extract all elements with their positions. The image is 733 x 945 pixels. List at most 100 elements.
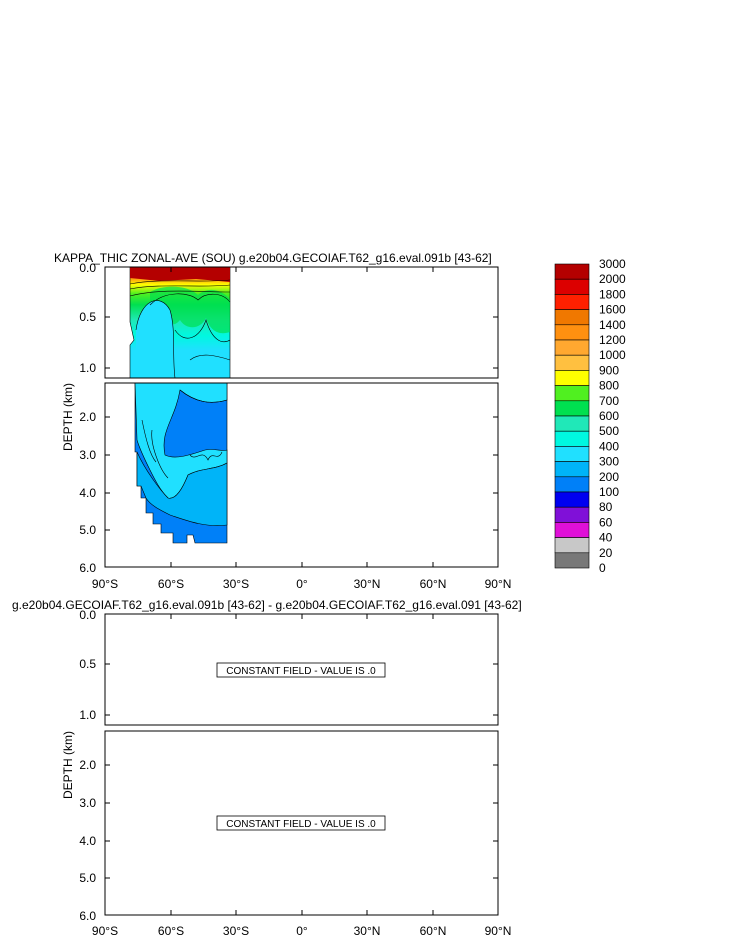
chart-1-ytick-label: 0.5 (79, 310, 96, 324)
chart-1: KAPPA_THIC ZONAL-AVE (SOU) g.e20b04.GECO… (54, 251, 626, 591)
colorbar-swatch (554, 461, 590, 478)
colorbar-swatch (554, 370, 590, 386)
chart-1-title: KAPPA_THIC ZONAL-AVE (SOU) g.e20b04.GECO… (54, 251, 492, 265)
colorbar-swatch (554, 400, 590, 417)
chart-2-ytick-label: 6.0 (79, 909, 96, 923)
colorbar-level-label: 20 (599, 546, 613, 560)
colorbar-level-label: 3000 (599, 257, 626, 271)
chart-2-annotation-lower: CONSTANT FIELD - VALUE IS .0 (216, 815, 386, 831)
colorbar-level-label: 400 (599, 439, 619, 453)
chart-1-upper-dark-band (130, 267, 230, 282)
chart-1-ylabel: DEPTH (km) (61, 383, 75, 451)
colorbar-level-label: 60 (599, 515, 613, 529)
chart-1-upper-contours (129, 279, 231, 378)
chart-2-ytick-label: 5.0 (79, 871, 96, 885)
chart-2-ytick-label: 2.0 (79, 758, 96, 772)
colorbar-level-label: 700 (599, 394, 619, 408)
colorbar-swatch (554, 491, 590, 508)
chart-2-xtick-label: 90°N (485, 924, 512, 938)
chart-2-xticks (104, 614, 499, 915)
chart-2-lower-frame (104, 730, 499, 916)
colorbar-swatch (554, 446, 590, 462)
chart-2-annotation-box (216, 815, 386, 831)
colorbar-swatch (554, 506, 590, 523)
colorbar-swatch (554, 476, 590, 493)
colorbar-level-label: 1000 (599, 348, 626, 362)
chart-1-lower-lightblue (136, 451, 228, 526)
chart-2-title: g.e20b04.GECOIAF.T62_g16.eval.091b [43-6… (12, 598, 522, 612)
colorbar-swatch (554, 324, 590, 341)
chart-1-xtick-label: 0° (296, 577, 308, 591)
chart-1-ytick-label: 4.0 (79, 486, 96, 500)
chart-1-ytick-label: 6.0 (79, 561, 96, 575)
chart-1-ytick-label: 0.0 (79, 261, 96, 275)
chart-2-annotation-text: CONSTANT FIELD - VALUE IS .0 (226, 666, 376, 677)
colorbar-level-label: 300 (599, 455, 619, 469)
chart-2-annotation-box (216, 662, 386, 678)
colorbar-swatch (554, 339, 590, 356)
chart-1-xtick-label: 60°S (158, 577, 184, 591)
chart-2-ytick-label: 1.0 (79, 708, 96, 722)
chart-1-xtick-label: 90°N (485, 577, 512, 591)
chart-1-xtick-label: 30°N (354, 577, 381, 591)
chart-1-x-axis: 90°S 60°S 30°S 0° 30°N 60°N 90°N (92, 267, 511, 591)
chart-1-xtick-label: 90°S (92, 577, 118, 591)
colorbar-level-label: 80 (599, 500, 613, 514)
colorbar-level-label: 900 (599, 363, 619, 377)
chart-2-ytick-label: 3.0 (79, 796, 96, 810)
colorbar-level-label: 1200 (599, 333, 626, 347)
chart-1-y-axis-upper: 0.0 0.5 1.0 (79, 261, 498, 375)
colorbar-level-label: 2000 (599, 272, 626, 286)
chart-1-xticks (104, 267, 499, 567)
chart-2-xtick-label: 90°S (92, 924, 118, 938)
chart-1-ytick-label: 2.0 (79, 410, 96, 424)
chart-2-yticks-lower (105, 764, 498, 879)
colorbar-swatch (554, 294, 590, 310)
chart-2-xtick-label: 0° (296, 924, 308, 938)
chart-1-field-upper (129, 267, 231, 378)
colorbar-level-label: 500 (599, 424, 619, 438)
colorbar-level-label: 800 (599, 379, 619, 393)
colorbar-swatch (554, 415, 590, 432)
chart-2-xtick-label: 30°S (223, 924, 249, 938)
chart-2-xtick-label: 60°N (420, 924, 447, 938)
colorbar-level-label: 1600 (599, 303, 626, 317)
chart-2-ylabel: DEPTH (km) (61, 731, 75, 799)
colorbar-swatch (554, 278, 590, 295)
chart-1-field-lower (134, 383, 228, 544)
colorbar-level-label: 200 (599, 470, 619, 484)
chart-2-ytick-label: 0.0 (79, 608, 96, 622)
chart-2-xtick-label: 30°N (354, 924, 381, 938)
colorbar: 3000200018001600140012001000900800700600… (554, 257, 626, 575)
chart-1-ytick-label: 5.0 (79, 523, 96, 537)
colorbar-swatch (554, 263, 590, 280)
chart-1-yticks-lower (105, 416, 498, 531)
chart-1-ytick-label: 3.0 (79, 448, 96, 462)
colorbar-swatch (554, 430, 590, 447)
colorbar-swatch (554, 552, 590, 569)
colorbar-swatch (554, 385, 590, 402)
chart-1-xtick-label: 60°N (420, 577, 447, 591)
colorbar-swatch (554, 522, 590, 538)
colorbar-level-label: 1400 (599, 318, 626, 332)
colorbar-swatch (554, 537, 590, 554)
chart-2: g.e20b04.GECOIAF.T62_g16.eval.091b [43-6… (12, 598, 522, 938)
chart-2-ytick-label: 4.0 (79, 834, 96, 848)
chart-2-xtick-label: 60°S (158, 924, 184, 938)
chart-2-annotation-upper: CONSTANT FIELD - VALUE IS .0 (216, 662, 386, 678)
colorbar-swatch (554, 309, 590, 326)
chart-2-x-axis: 90°S 60°S 30°S 0° 30°N 60°N 90°N (92, 614, 511, 938)
chart-1-xtick-label: 30°S (223, 577, 249, 591)
chart-2-yticks-upper (105, 663, 498, 716)
chart-1-lower-contours (141, 389, 228, 479)
chart-2-annotation-text: CONSTANT FIELD - VALUE IS .0 (226, 819, 376, 830)
chart-2-y-axis-lower: 2.0 3.0 4.0 5.0 6.0 (79, 758, 498, 923)
chart-2-ytick-label: 0.5 (79, 657, 96, 671)
chart-2-y-axis-upper: 0.0 0.5 1.0 (79, 608, 498, 722)
colorbar-level-label: 600 (599, 409, 619, 423)
colorbar-swatch (554, 354, 590, 371)
colorbar-level-label: 1800 (599, 287, 626, 301)
colorbar-level-label: 0 (599, 561, 606, 575)
chart-1-yticks-upper (105, 266, 498, 369)
colorbar-level-label: 40 (599, 531, 613, 545)
